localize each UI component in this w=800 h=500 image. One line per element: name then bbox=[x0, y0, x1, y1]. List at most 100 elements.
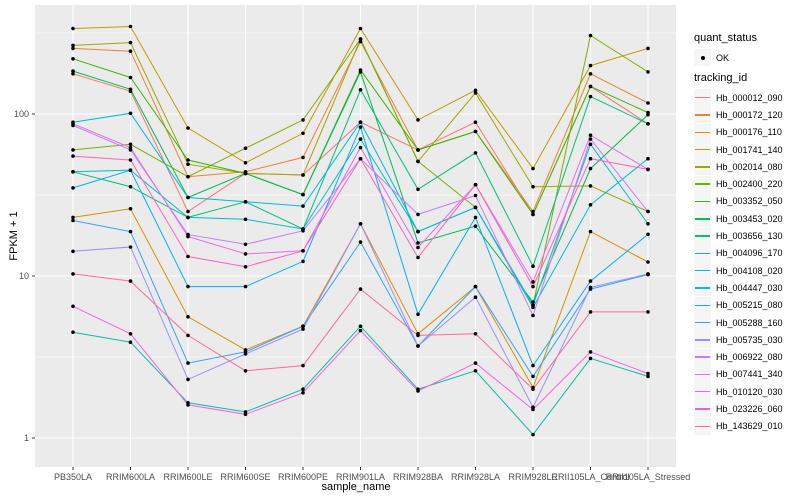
line-swatch-icon bbox=[695, 96, 710, 99]
data-point bbox=[531, 209, 535, 214]
x-tick-label: RRIM600LE bbox=[163, 472, 212, 482]
legend-item: Hb_143629_010 bbox=[694, 417, 783, 435]
data-point bbox=[646, 374, 650, 379]
data-point bbox=[416, 212, 420, 217]
legend-key bbox=[694, 227, 711, 245]
data-point bbox=[588, 203, 593, 207]
data-point bbox=[358, 137, 363, 141]
legend-item: Hb_003656_130 bbox=[694, 227, 783, 245]
legend-key bbox=[694, 244, 711, 262]
data-point bbox=[71, 43, 75, 48]
data-point bbox=[473, 284, 478, 289]
data-point bbox=[186, 234, 190, 239]
line-swatch-icon bbox=[695, 200, 710, 203]
data-point bbox=[416, 344, 420, 348]
data-point bbox=[416, 148, 420, 152]
legend-key bbox=[694, 89, 711, 107]
data-point bbox=[416, 333, 420, 338]
data-point bbox=[128, 145, 133, 150]
line-swatch-icon bbox=[695, 252, 710, 255]
data-point bbox=[588, 142, 593, 147]
legend-item-label: Hb_006922_080 bbox=[716, 352, 783, 363]
legend-item: Hb_005288_160 bbox=[694, 314, 783, 331]
data-point bbox=[588, 184, 593, 188]
data-point bbox=[128, 245, 133, 249]
legend-item-label: Hb_001741_140 bbox=[716, 144, 783, 155]
data-point bbox=[71, 26, 75, 31]
data-point bbox=[588, 33, 593, 38]
data-point bbox=[588, 94, 593, 99]
legend-item: Hb_000176_110 bbox=[694, 123, 783, 141]
legend-item-label: Hb_000172_120 bbox=[716, 109, 783, 120]
data-point bbox=[416, 229, 420, 234]
data-point bbox=[71, 249, 75, 254]
data-point bbox=[473, 205, 478, 210]
data-point bbox=[473, 129, 478, 134]
data-point bbox=[416, 245, 420, 250]
data-point bbox=[243, 171, 248, 176]
data-point bbox=[186, 162, 190, 166]
data-point bbox=[243, 352, 248, 356]
data-point bbox=[243, 242, 248, 247]
legend-key bbox=[694, 158, 711, 176]
data-point bbox=[243, 284, 248, 289]
line-swatch-icon bbox=[695, 373, 710, 376]
legend-key bbox=[694, 331, 711, 349]
data-point bbox=[473, 91, 478, 95]
data-point bbox=[531, 407, 535, 412]
legend-key bbox=[694, 348, 711, 366]
data-point bbox=[588, 72, 593, 76]
data-point bbox=[128, 75, 133, 80]
legend-key bbox=[694, 279, 711, 297]
data-point bbox=[646, 70, 650, 74]
line-swatch-icon bbox=[695, 321, 710, 324]
data-point bbox=[301, 155, 305, 160]
legend-item: Hb_005215_080 bbox=[694, 296, 783, 314]
line-swatch-icon bbox=[695, 183, 710, 185]
data-point bbox=[358, 88, 363, 92]
data-point bbox=[301, 363, 305, 368]
data-point bbox=[531, 305, 535, 310]
data-point bbox=[71, 304, 75, 309]
data-point bbox=[588, 356, 593, 361]
data-point bbox=[128, 340, 133, 345]
data-point bbox=[358, 39, 363, 44]
y-tick-label: 1 bbox=[24, 433, 29, 443]
line-swatch-icon bbox=[695, 390, 710, 393]
legend-item: Hb_003453_020 bbox=[694, 210, 783, 228]
data-point bbox=[128, 332, 133, 336]
line-swatch-icon bbox=[695, 218, 710, 220]
data-point bbox=[473, 332, 478, 336]
data-point bbox=[301, 249, 305, 253]
data-point bbox=[243, 265, 248, 269]
data-point bbox=[301, 327, 305, 331]
legend-item-label: Hb_002400_220 bbox=[716, 179, 783, 190]
data-point bbox=[243, 217, 248, 222]
legend-key bbox=[694, 123, 711, 141]
data-point bbox=[71, 215, 75, 220]
data-point bbox=[71, 170, 75, 174]
data-point bbox=[358, 125, 363, 129]
data-point bbox=[301, 118, 305, 122]
data-point bbox=[646, 272, 650, 276]
data-point bbox=[588, 63, 593, 68]
data-point bbox=[301, 173, 305, 177]
data-point bbox=[416, 255, 420, 260]
data-point bbox=[588, 285, 593, 290]
data-point bbox=[71, 186, 75, 190]
data-point bbox=[71, 330, 75, 335]
data-point bbox=[128, 111, 133, 116]
data-point bbox=[186, 158, 190, 162]
data-point bbox=[531, 166, 535, 171]
y-tick-label: 100 bbox=[14, 109, 29, 119]
data-point bbox=[358, 287, 363, 291]
data-point bbox=[473, 182, 478, 187]
legend-item: Hb_004096_170 bbox=[694, 244, 783, 262]
data-point bbox=[186, 361, 190, 365]
data-point bbox=[416, 241, 420, 245]
legend-item: Hb_002400_220 bbox=[694, 175, 783, 193]
legend-item: Hb_000172_120 bbox=[694, 106, 783, 124]
data-point bbox=[358, 120, 363, 124]
data-point bbox=[128, 40, 133, 45]
